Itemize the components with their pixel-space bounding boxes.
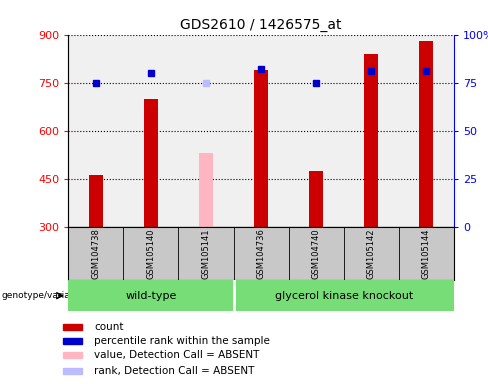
Bar (62, 368, 82, 374)
Bar (68, 280, 234, 311)
Text: percentile rank within the sample: percentile rank within the sample (94, 336, 270, 346)
Text: GSM105144: GSM105144 (422, 228, 431, 279)
Bar (62, 324, 82, 329)
Bar (254, 70, 268, 227)
Text: GSM104740: GSM104740 (312, 228, 321, 279)
Text: rank, Detection Call = ABSENT: rank, Detection Call = ABSENT (94, 366, 255, 376)
Text: GSM105142: GSM105142 (366, 228, 376, 279)
Text: count: count (94, 322, 123, 332)
Bar (309, 170, 323, 227)
Bar (199, 153, 213, 227)
Text: GSM105140: GSM105140 (146, 228, 156, 279)
Text: GSM104736: GSM104736 (257, 228, 265, 279)
Bar (365, 54, 378, 227)
Text: wild-type: wild-type (125, 291, 177, 301)
Bar (144, 99, 158, 227)
Text: glycerol kinase knockout: glycerol kinase knockout (275, 291, 413, 301)
Text: GSM105141: GSM105141 (202, 228, 210, 279)
Bar (234, 280, 454, 311)
Title: GDS2610 / 1426575_at: GDS2610 / 1426575_at (181, 18, 342, 32)
Bar (89, 175, 103, 227)
Text: genotype/variation: genotype/variation (1, 291, 88, 300)
Bar (62, 338, 82, 344)
Text: GSM104738: GSM104738 (91, 228, 101, 279)
Text: value, Detection Call = ABSENT: value, Detection Call = ABSENT (94, 350, 260, 360)
Bar (419, 41, 433, 227)
Bar (62, 353, 82, 358)
